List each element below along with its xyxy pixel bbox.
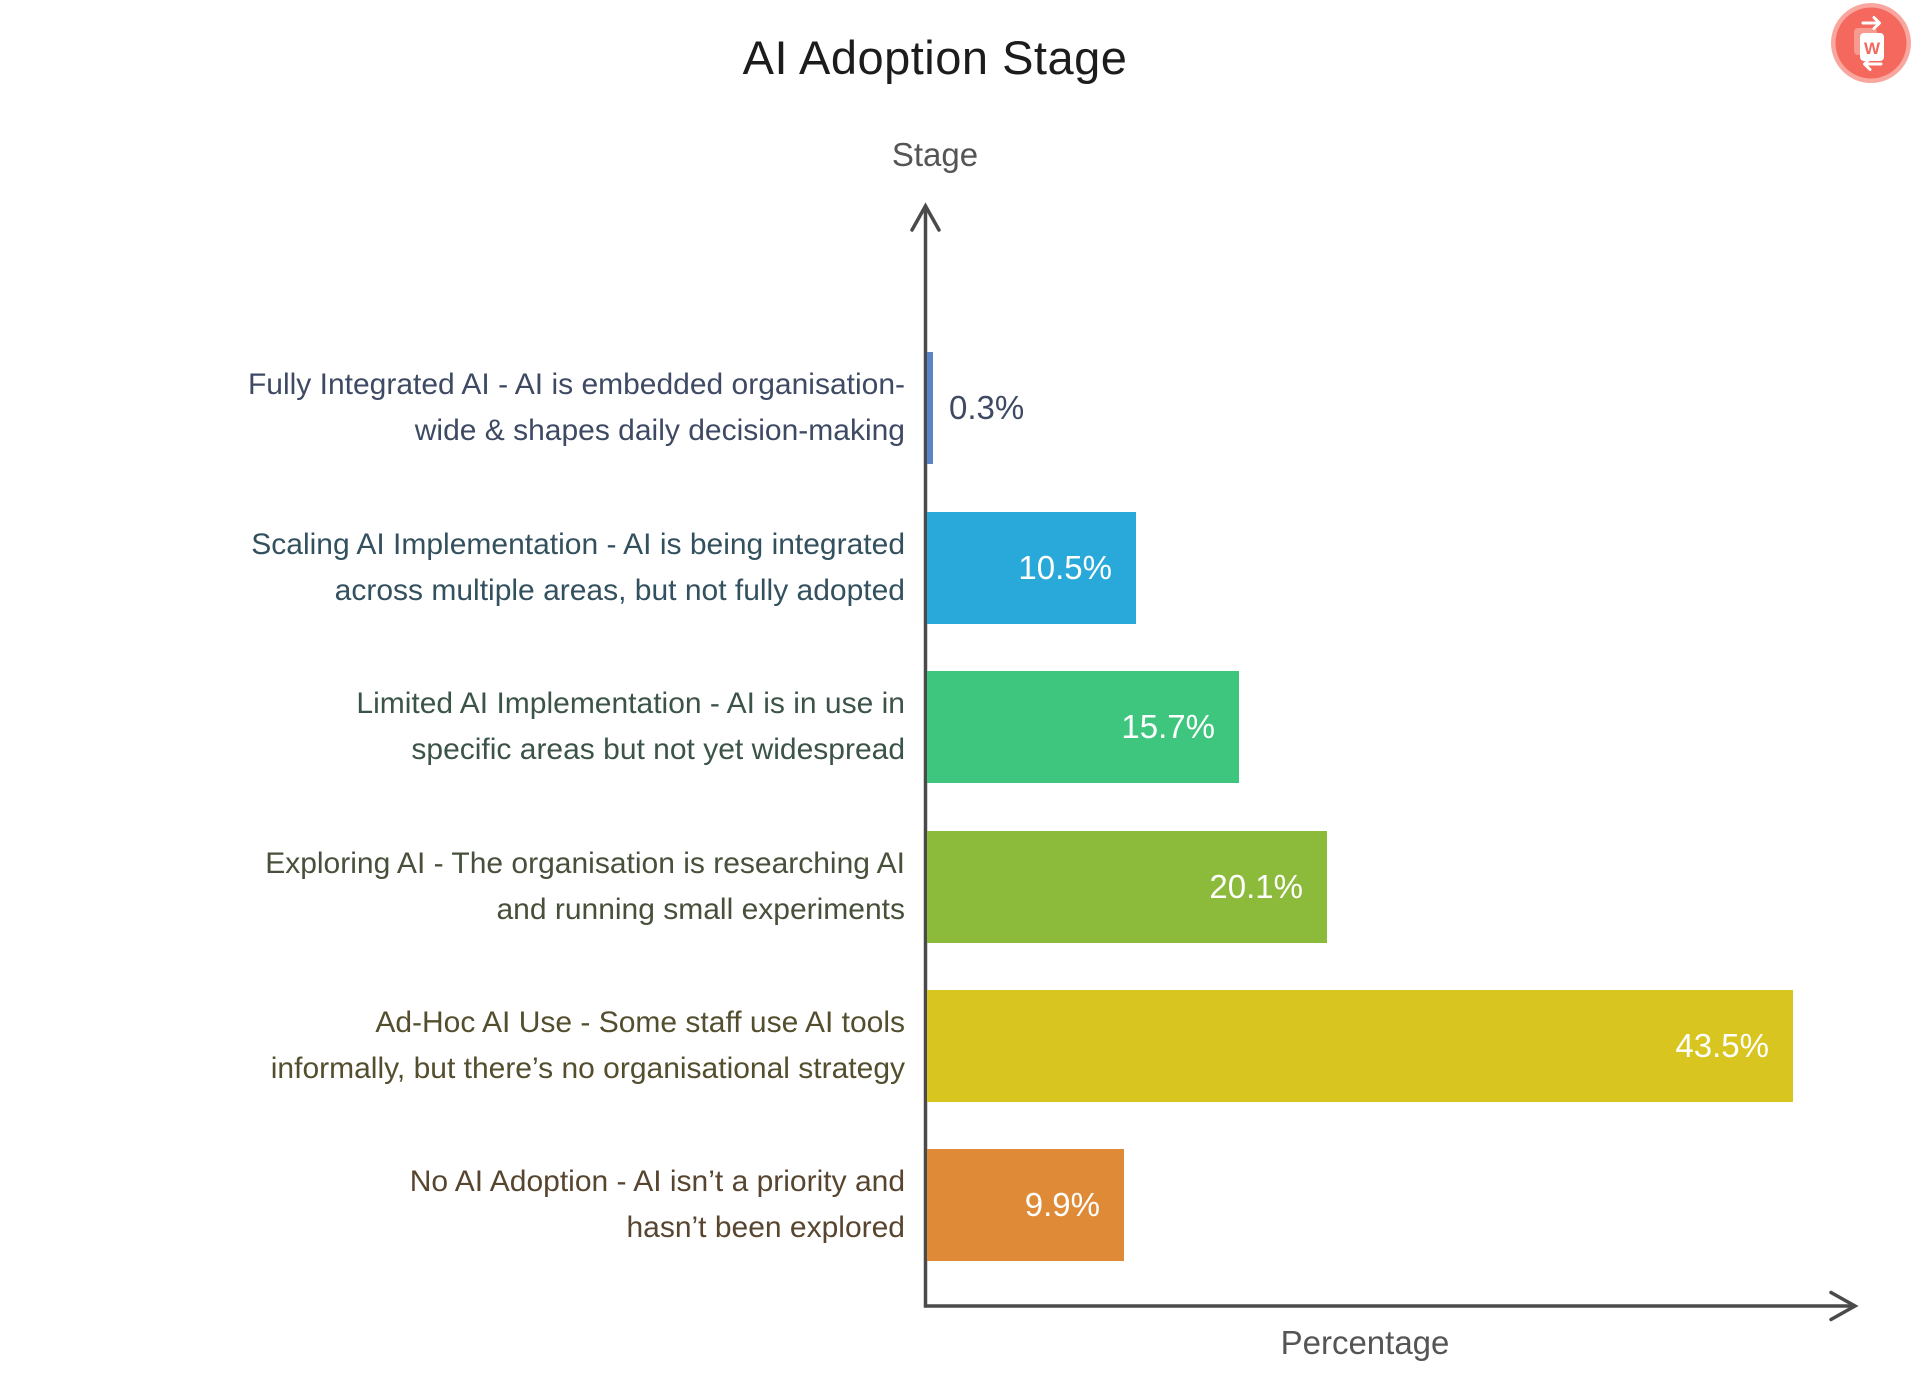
bar: 20.1% bbox=[927, 831, 1327, 943]
category-label: Fully Integrated AI - AI is embedded org… bbox=[247, 368, 905, 447]
category-label: Exploring AI - The organisation is resea… bbox=[265, 847, 905, 926]
value-label: 9.9% bbox=[1024, 1186, 1100, 1223]
bar: 9.9% bbox=[927, 1149, 1124, 1261]
watermark-letter: W bbox=[1864, 39, 1881, 58]
bar: 10.5% bbox=[927, 512, 1136, 624]
category-label: Limited AI Implementation - AI is in use… bbox=[356, 687, 905, 766]
bar bbox=[927, 352, 933, 464]
y-axis-title: Stage bbox=[891, 136, 979, 173]
x-axis-title: Percentage bbox=[1280, 1324, 1450, 1361]
x-axis-arrow-icon bbox=[1829, 1290, 1859, 1322]
value-label: 0.3% bbox=[949, 389, 1025, 426]
y-axis-arrow-icon bbox=[910, 202, 941, 232]
bar: 43.5% bbox=[927, 990, 1793, 1102]
chart-title: AI Adoption Stage bbox=[742, 31, 1128, 84]
category-label: No AI Adoption - AI isn’t a priority and… bbox=[409, 1165, 905, 1244]
value-label: 15.7% bbox=[1121, 708, 1215, 745]
bar: 15.7% bbox=[927, 671, 1239, 783]
value-label: 20.1% bbox=[1209, 868, 1303, 905]
category-label: Scaling AI Implementation - AI is being … bbox=[251, 528, 905, 607]
category-label: Ad-Hoc AI Use - Some staff use AI tools i… bbox=[270, 1006, 905, 1085]
value-label: 43.5% bbox=[1675, 1027, 1769, 1064]
value-label: 10.5% bbox=[1018, 549, 1112, 586]
w-document-convert-icon[interactable]: W bbox=[1830, 2, 1912, 84]
